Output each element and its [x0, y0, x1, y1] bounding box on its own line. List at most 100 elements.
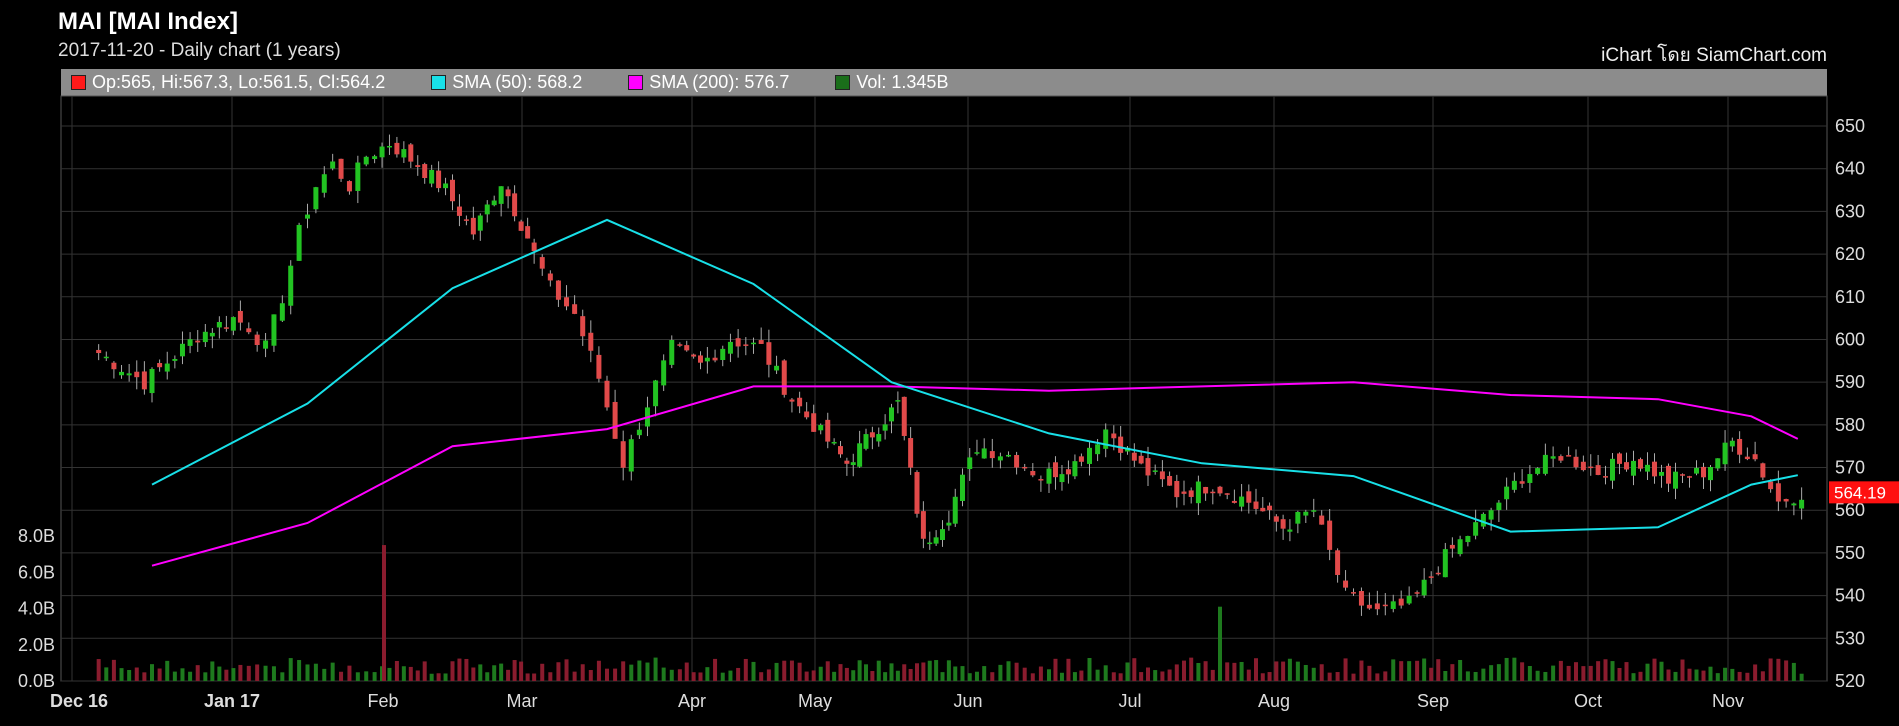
volume-bar	[330, 662, 335, 681]
volume-bar	[313, 663, 318, 681]
candle-body	[1645, 464, 1650, 472]
volume-bar	[422, 661, 427, 681]
volume-bar	[684, 662, 689, 681]
candle-body	[758, 340, 764, 344]
legend-ohlc: Op:565, Hi:567.3, Lo:561.5, Cl:564.2	[71, 72, 385, 93]
candle-body	[596, 354, 602, 379]
x-label-7: Jul	[1118, 691, 1141, 711]
volume-bar	[1038, 666, 1043, 681]
volume-bar	[857, 660, 862, 681]
candle-body	[1167, 475, 1173, 486]
volume-bar	[736, 667, 741, 681]
volume-bar	[1319, 664, 1324, 681]
candle-body	[547, 273, 553, 281]
candle-body	[1610, 458, 1615, 481]
candle-body	[797, 397, 803, 407]
volume-bar	[1638, 671, 1643, 681]
candle-body	[1760, 463, 1766, 478]
volume-bar	[1558, 660, 1563, 681]
volume-bar	[499, 663, 504, 681]
volume-bar	[255, 664, 260, 681]
volume-tick-4: 8.0B	[18, 526, 55, 546]
volume-bar	[728, 670, 733, 681]
candle-body	[195, 340, 201, 343]
volume-bar	[629, 664, 634, 681]
candle-body	[1775, 483, 1781, 502]
volume-bar	[1246, 669, 1251, 681]
candle-body	[1722, 442, 1728, 465]
candle-body	[288, 265, 294, 306]
volume-bar	[564, 659, 569, 681]
candle-body	[346, 181, 352, 192]
x-label-4: Apr	[678, 691, 706, 711]
volume-bar	[1274, 661, 1279, 681]
volume-bar	[492, 665, 497, 681]
volume-bar	[1617, 667, 1622, 681]
volume-bar	[1730, 668, 1735, 681]
candle-body	[209, 332, 215, 337]
candle-body	[974, 452, 980, 454]
volume-bar	[478, 664, 483, 681]
candle-body	[149, 368, 155, 394]
candle-body	[1617, 453, 1622, 464]
price-tick-640: 640	[1835, 159, 1865, 179]
candle-body	[1390, 601, 1396, 609]
volume-bar	[720, 672, 725, 681]
candle-body	[1152, 470, 1158, 472]
candle-body	[1280, 519, 1286, 529]
volume-bar	[1799, 673, 1804, 681]
price-tick-600: 600	[1835, 329, 1865, 349]
volume-bar	[1422, 658, 1427, 681]
sma50-line	[151, 218, 1798, 533]
candle-body	[1319, 515, 1325, 525]
candle-body	[1138, 455, 1144, 464]
volume-bar	[1723, 667, 1728, 681]
candle-body	[691, 354, 697, 357]
candle-body	[1666, 465, 1671, 484]
candle-body	[927, 542, 933, 545]
volume-bar	[1174, 664, 1179, 681]
candle-body	[202, 331, 208, 343]
volume-bar	[1708, 666, 1713, 681]
candle-body	[1072, 461, 1078, 477]
volume-bar	[1784, 660, 1789, 681]
candle-body	[1351, 592, 1356, 594]
volume-bar	[751, 661, 756, 681]
candle-body	[1631, 460, 1636, 476]
candle-body	[1052, 462, 1058, 478]
volume-bar	[870, 671, 875, 681]
volume-bar	[1520, 662, 1525, 681]
x-label-5: May	[798, 691, 832, 711]
volume-bar	[982, 666, 987, 681]
volume-bar	[1079, 670, 1084, 681]
candle-body	[669, 340, 675, 365]
candle-body	[134, 371, 140, 378]
candle-body	[463, 219, 469, 221]
candle-body	[751, 342, 756, 345]
volume-bar	[1254, 658, 1258, 681]
candle-body	[1737, 438, 1743, 455]
candle-body	[1473, 522, 1479, 536]
candle-body	[876, 434, 882, 442]
candle-body	[1414, 592, 1420, 594]
volume-bar	[556, 662, 561, 681]
candle-body	[1022, 466, 1028, 469]
volume-bar	[347, 665, 352, 681]
price-tick-570: 570	[1835, 458, 1865, 478]
volume-bar	[1260, 673, 1265, 681]
candle-body	[1253, 501, 1259, 509]
candle-body	[952, 496, 958, 524]
volume-bar	[1776, 658, 1781, 681]
volume-bar	[280, 672, 285, 681]
last-price-box	[1829, 481, 1899, 504]
volume-bar	[1436, 659, 1441, 681]
candle-body	[946, 522, 952, 526]
candle-body	[1311, 510, 1317, 512]
candle-body	[580, 316, 586, 337]
volume-bar	[1351, 673, 1356, 681]
volume-bar	[387, 667, 392, 681]
volume-bar	[540, 663, 545, 681]
volume-bar	[1791, 662, 1796, 681]
candle-body	[789, 399, 795, 402]
candle-body	[1799, 499, 1805, 509]
